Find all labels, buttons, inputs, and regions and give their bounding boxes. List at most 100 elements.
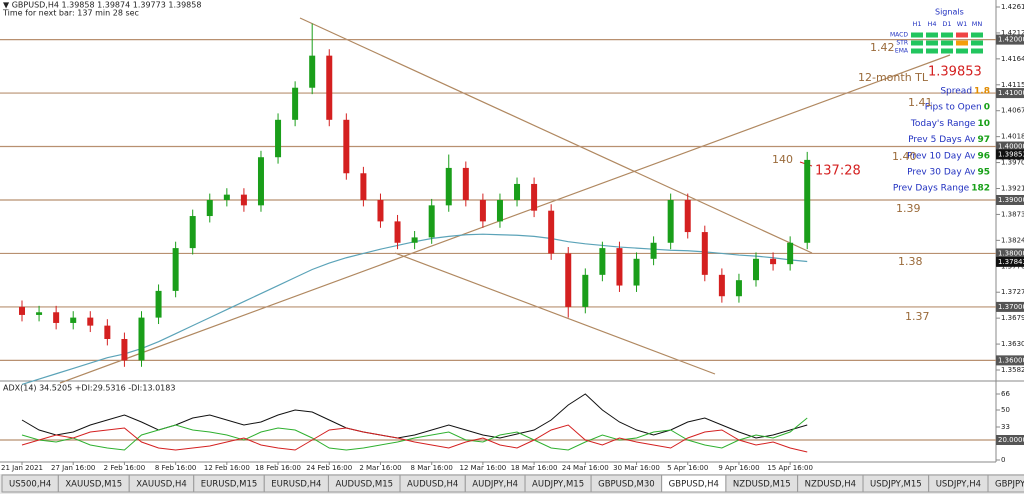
signal-cell xyxy=(971,40,983,46)
level-label: 1.38000 xyxy=(998,249,1024,257)
candle-body xyxy=(770,258,777,265)
trend-line xyxy=(59,54,951,384)
candle-body xyxy=(548,210,555,254)
x-tick-label: 15 Apr 16:00 xyxy=(767,464,813,472)
level-box xyxy=(996,194,1024,205)
price-marker-label: 1.39853 xyxy=(998,150,1024,158)
candle-body xyxy=(70,317,77,323)
level-box xyxy=(996,88,1024,99)
tab-label[interactable]: NZDUSD,H4 xyxy=(805,480,856,490)
signal-cell xyxy=(971,48,983,54)
candle-body xyxy=(343,119,350,174)
tab-label[interactable]: AUDUSD,M15 xyxy=(335,480,393,490)
candle-body xyxy=(514,183,521,200)
tab-label[interactable]: USDJPY,M15 xyxy=(870,480,922,490)
x-tick-label: 30 Mar 16:00 xyxy=(613,464,660,472)
level-box xyxy=(996,34,1024,45)
annotation: 12-month TL xyxy=(858,71,929,84)
info-value: 95 xyxy=(977,168,990,178)
level-box xyxy=(996,355,1024,366)
info-label: Prev 10 Day Av xyxy=(907,151,976,161)
candle-body xyxy=(462,167,469,200)
indicator-line xyxy=(21,424,808,453)
y-tick-label: 1.38730 xyxy=(1001,210,1024,218)
tab-label[interactable]: GBPUSD,M30 xyxy=(598,480,655,490)
y-tick-label: 1.39700 xyxy=(1001,159,1024,167)
candle-body xyxy=(189,216,196,249)
signal-cell xyxy=(956,32,968,38)
candle-body xyxy=(565,253,572,307)
tab-label[interactable]: XAUUSD,M15 xyxy=(65,480,122,490)
candle-body xyxy=(19,306,25,315)
annotation: 1.42 xyxy=(870,41,895,54)
y-tick-label: 1.36790 xyxy=(1001,314,1024,322)
tab-label[interactable]: XAUUSD,H4 xyxy=(136,480,187,490)
signal-column: D1 xyxy=(942,20,951,28)
signal-column: H4 xyxy=(927,20,936,28)
annotation: 1.37 xyxy=(905,310,930,323)
tab-label[interactable]: GBPUSD,H4 xyxy=(669,480,719,490)
candle-body xyxy=(531,183,538,211)
x-tick-label: 12 Mar 16:00 xyxy=(460,464,507,472)
candle-body xyxy=(326,55,333,120)
x-tick-label: 2 Mar 16:00 xyxy=(359,464,401,472)
candle-body xyxy=(309,55,316,88)
candle-body xyxy=(138,317,145,361)
y-tick-label: 50 xyxy=(1001,406,1010,414)
signal-column: W1 xyxy=(957,20,968,28)
signals-title: Signals xyxy=(935,8,964,17)
candle-body xyxy=(104,325,111,339)
tab-label[interactable]: AUDUSD,H4 xyxy=(407,480,458,490)
tab[interactable] xyxy=(987,474,1024,493)
y-tick-label: 1.42610 xyxy=(1001,3,1024,11)
tab-label[interactable]: GBPJPY,M30 xyxy=(995,480,1024,490)
tab-label[interactable]: US500,H4 xyxy=(9,480,51,490)
x-tick-label: 18 Mar 16:00 xyxy=(511,464,558,472)
level-box xyxy=(996,141,1024,152)
info-label: Spread xyxy=(940,87,972,97)
candle-body xyxy=(479,199,486,222)
candle-body xyxy=(701,232,708,275)
candle-body xyxy=(240,194,247,206)
signal-cell xyxy=(956,48,968,54)
candle-body xyxy=(599,248,606,275)
level-label: 1.36000 xyxy=(998,356,1024,364)
candle-body xyxy=(633,258,640,286)
tab-label[interactable]: AUDJPY,H4 xyxy=(472,480,518,490)
candle-body xyxy=(155,290,162,318)
x-tick-label: 2 Feb 16:00 xyxy=(104,464,145,472)
info-label: Prev 5 Days Av xyxy=(908,135,976,145)
candle-body xyxy=(445,167,452,206)
signal-cell xyxy=(926,48,938,54)
bar-timer: Time for next bar: 137 min 28 sec xyxy=(2,9,139,18)
tab-label[interactable]: EURUSD,H4 xyxy=(271,480,321,490)
y-tick-label: 1.38245 xyxy=(1001,236,1024,244)
signal-cell xyxy=(956,40,968,46)
indicator-title: ADX(14) 34.5205 +DI:29.5316 -DI:13.0183 xyxy=(3,384,175,393)
info-label: Prev Days Range xyxy=(893,184,970,194)
info-value: 0 xyxy=(984,103,990,113)
tab-label[interactable]: NZDUSD,M15 xyxy=(733,480,791,490)
candle-body xyxy=(428,205,435,238)
signal-cell xyxy=(926,32,938,38)
level-box xyxy=(996,248,1024,259)
y-tick-label: 1.39215 xyxy=(1001,185,1024,193)
y-tick-label: 1.40185 xyxy=(1001,133,1024,141)
trend-line xyxy=(299,17,813,254)
candle-body xyxy=(735,280,742,297)
candle-body xyxy=(394,221,401,243)
annotation: 1.39 xyxy=(896,202,921,215)
candle-body xyxy=(360,173,367,200)
candle-body xyxy=(496,199,503,222)
tab-label[interactable]: AUDJPY,M15 xyxy=(532,480,584,490)
tab-label[interactable]: USDJPY,H4 xyxy=(936,480,981,490)
candle-body xyxy=(650,242,657,259)
annotation: 140 xyxy=(772,153,793,166)
annotation: 1.40 xyxy=(892,150,917,163)
info-value: 1.8 xyxy=(974,87,990,97)
tab-label[interactable]: EURUSD,M15 xyxy=(201,480,258,490)
signal-cell xyxy=(911,48,923,54)
info-label: Today's Range xyxy=(910,119,976,129)
candle-body xyxy=(718,274,725,297)
annotation: 1.41 xyxy=(908,96,933,109)
